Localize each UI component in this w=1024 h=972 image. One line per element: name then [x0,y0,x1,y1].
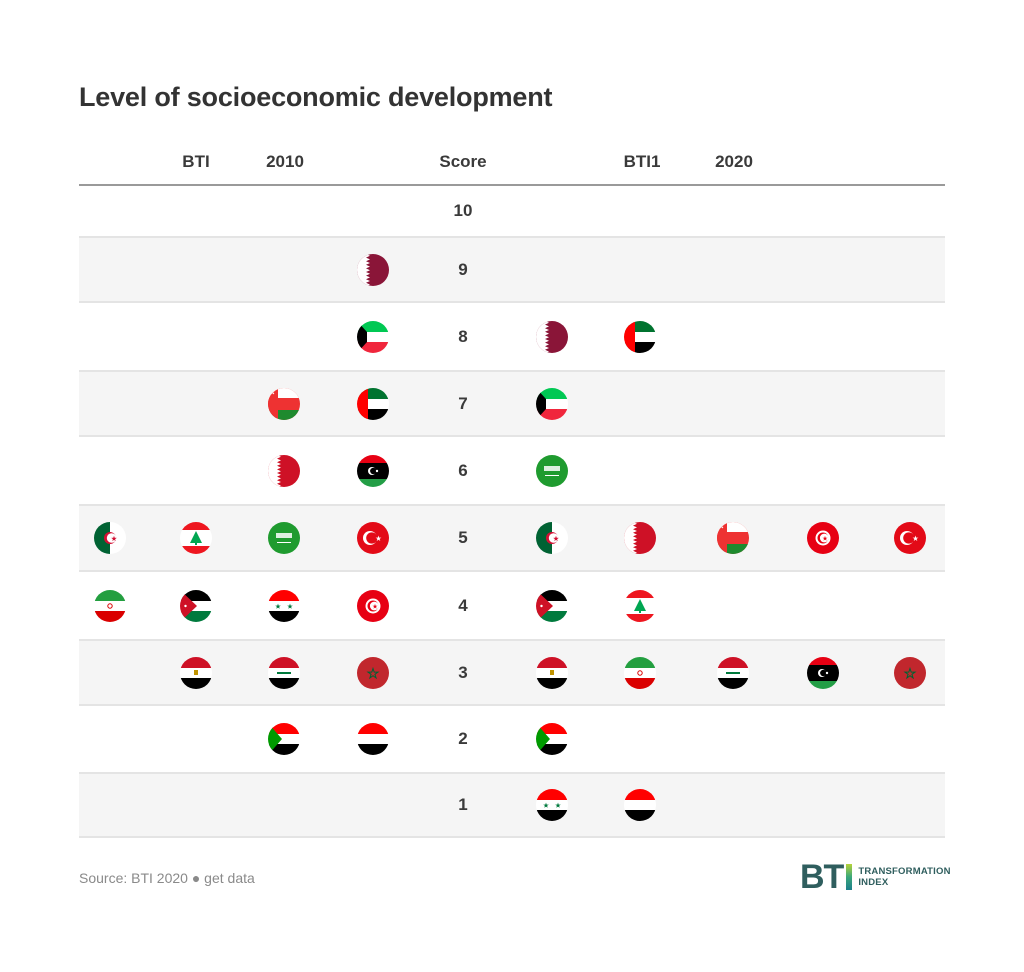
flag-algeria-bti2010-icon[interactable] [94,522,126,554]
flag-egypt-bti2010-icon[interactable] [180,656,212,689]
flag-jordan-bti2010-icon[interactable] [180,589,212,622]
table-row: 8 [79,303,945,370]
flag-morocco-bti2010-icon[interactable] [357,656,389,689]
score-value: 7 [458,393,468,413]
score-value: 9 [458,259,468,279]
table-row: 7 [79,370,945,437]
header-bti-2010-a: BTI [182,152,210,171]
flag-egypt-bti2020-icon[interactable] [536,656,568,689]
table-row: 2 [79,706,945,772]
flag-saudi-arabia-bti2020-icon[interactable] [536,454,568,487]
score-value: 10 [453,201,473,220]
logo-line-2: INDEX [858,877,889,888]
flag-iraq-bti2020-icon[interactable] [717,656,749,689]
flag-libya-bti2020-icon[interactable] [807,656,839,689]
flag-united-arab-emirates-bti2020-icon[interactable] [624,320,656,353]
flag-morocco-bti2020-icon[interactable] [894,656,926,689]
flag-kuwait-bti2020-icon[interactable] [536,387,568,420]
flag-bahrain-bti2010-icon[interactable] [268,454,300,487]
flag-iran-bti2010-icon[interactable] [94,589,126,622]
header-bti-2020-a: BTI1 [623,152,661,171]
flag-algeria-bti2020-icon[interactable] [536,522,568,554]
score-value: 2 [458,729,468,748]
score-value: 6 [458,460,468,480]
flag-lebanon-bti2010-icon[interactable] [180,522,212,554]
flag-syria-bti2010-icon[interactable] [268,589,300,622]
flag-qatar-bti2010-icon[interactable] [357,253,389,286]
flag-jordan-bti2020-icon[interactable] [536,589,568,622]
logo-wordmark: TRANSFORMATION INDEX [858,866,950,888]
flag-oman-bti2010-icon[interactable] [268,387,300,420]
flag-tunisia-bti2020-icon[interactable] [807,522,839,554]
flag-sudan-bti2010-icon[interactable] [268,723,300,755]
table-row: 9 [79,236,945,303]
flag-yemen-bti2010-icon[interactable] [357,723,389,755]
header-rule [79,184,945,186]
header-bti-2020-b: 2020 [715,152,753,171]
flag-lebanon-bti2020-icon[interactable] [624,589,656,622]
flag-sudan-bti2020-icon[interactable] [536,723,568,755]
table-row: 4 [79,572,945,639]
table-row: 10 [79,186,945,236]
flag-saudi-arabia-bti2010-icon[interactable] [268,522,300,554]
flag-turkey-bti2010-icon[interactable] [357,522,389,554]
bti-logo: BT TRANSFORMATION INDEX [800,858,951,896]
flag-turkey-bti2020-icon[interactable] [894,522,926,554]
logo-mark: BT [800,858,844,896]
source-text: Source: BTI 2020 ● get data [79,870,255,886]
chart-title: Level of socioeconomic development [79,82,553,112]
flag-kuwait-bti2010-icon[interactable] [357,320,389,353]
score-value: 8 [458,326,468,346]
flag-qatar-bti2020-icon[interactable] [536,320,568,353]
table-row: 5 [79,504,945,572]
score-value: 4 [458,595,468,615]
source-note[interactable]: Source: BTI 2020 ● get data [79,870,255,886]
table-row: 3 [79,639,945,706]
table-row: 1 [79,772,945,838]
logo-line-1: TRANSFORMATION [858,866,951,877]
logo-gradient-bar [846,864,853,890]
flag-bahrain-bti2020-icon[interactable] [624,522,656,554]
score-value: 1 [458,795,468,814]
flag-syria-bti2020-icon[interactable] [536,789,568,821]
flag-united-arab-emirates-bti2010-icon[interactable] [357,387,389,420]
score-value: 3 [458,662,468,682]
header-score: Score [439,152,487,171]
table-row: 6 [79,437,945,504]
flag-oman-bti2020-icon[interactable] [717,522,749,554]
flag-yemen-bti2020-icon[interactable] [624,789,656,821]
flag-iraq-bti2010-icon[interactable] [268,656,300,689]
header-bti-2010-b: 2010 [266,152,304,171]
flag-iran-bti2020-icon[interactable] [624,656,656,689]
flag-tunisia-bti2010-icon[interactable] [357,589,389,622]
flag-libya-bti2010-icon[interactable] [357,454,389,487]
score-value: 5 [458,528,468,547]
